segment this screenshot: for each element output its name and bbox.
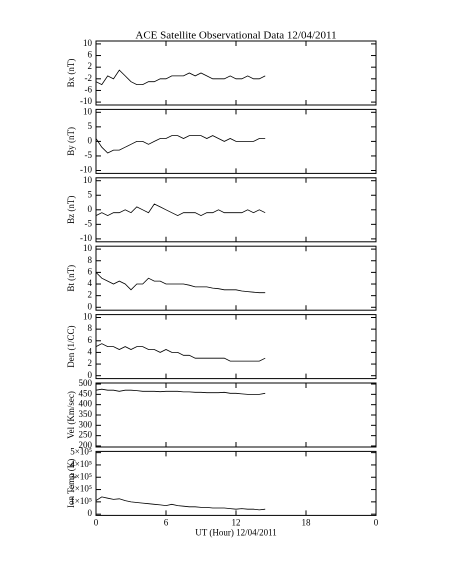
y-axis-label: Bz (nT) — [66, 196, 76, 224]
data-line — [95, 343, 266, 362]
y-tick-label: 200 — [79, 440, 93, 450]
panel-frame — [95, 177, 377, 243]
y-tick-label: 8 — [88, 323, 93, 333]
y-tick-label: -5 — [85, 218, 93, 228]
y-tick-label: 0 — [88, 301, 93, 311]
y-axis-label: Bx (nT) — [66, 59, 76, 88]
y-tick-label: 8 — [88, 255, 93, 265]
y-tick-label: 300 — [79, 419, 93, 429]
y-tick-label: 10 — [83, 175, 93, 185]
y-tick-label: -10 — [80, 233, 92, 243]
y-tick-label: 0 — [88, 204, 93, 214]
y-tick-label: -6 — [85, 85, 93, 95]
y-tick-label: 500 — [79, 378, 93, 388]
y-tick-label: 6 — [88, 266, 93, 276]
y-tick-label: 4 — [88, 346, 93, 356]
y-tick-label: 350 — [79, 409, 93, 419]
y-tick-label: 1×10⁵ — [70, 496, 92, 506]
data-line — [95, 203, 266, 217]
y-tick-label: 400 — [79, 399, 93, 409]
y-tick-label: 10 — [83, 312, 93, 322]
y-tick-label: 4 — [88, 278, 93, 288]
y-axis-label: Den (1/CC) — [66, 325, 76, 367]
y-tick-label: 0 — [88, 508, 93, 518]
x-tick-label: 0 — [374, 517, 379, 527]
y-tick-label: 6 — [88, 50, 93, 60]
x-tick-label: 18 — [302, 517, 312, 527]
y-tick-label: 2 — [88, 358, 93, 368]
y-axis-label: Bt (nT) — [66, 265, 76, 292]
y-tick-label: 2 — [88, 290, 93, 300]
x-tick-label: 0 — [94, 517, 99, 527]
y-tick-label: 6 — [88, 335, 93, 345]
y-tick-label: 5×10⁵ — [70, 447, 92, 457]
y-tick-label: 5 — [88, 189, 93, 199]
x-tick-label: 12 — [232, 517, 241, 527]
panel-frame — [95, 382, 377, 448]
y-axis-label: Vel (Km/sec) — [66, 391, 76, 439]
y-tick-label: -10 — [80, 165, 92, 175]
x-tick-label: 6 — [164, 517, 169, 527]
chart-title: ACE Satellite Observational Data 12/04/2… — [135, 30, 336, 42]
panel-frame — [95, 450, 377, 516]
y-tick-label: 3×10⁵ — [70, 471, 92, 481]
y-tick-label: -5 — [85, 150, 93, 160]
y-tick-label: 0 — [88, 135, 93, 145]
x-axis-label: UT (Hour) 12/04/2011 — [195, 527, 277, 537]
data-line — [95, 496, 266, 511]
y-tick-label: 4×10⁵ — [70, 459, 92, 469]
y-tick-label: 2 — [88, 61, 93, 71]
y-tick-label: 2×10⁵ — [70, 484, 92, 494]
panel-frame — [95, 40, 377, 106]
y-tick-label: 5 — [88, 121, 93, 131]
data-line — [95, 388, 266, 395]
y-axis-label: By (nT) — [66, 127, 76, 156]
y-tick-label: -10 — [80, 96, 92, 106]
y-tick-label: 0 — [88, 370, 93, 380]
data-line — [95, 135, 266, 154]
y-tick-label: 10 — [83, 38, 93, 48]
y-tick-label: 10 — [83, 106, 93, 116]
y-tick-label: 250 — [79, 430, 93, 440]
y-tick-label: -2 — [85, 73, 93, 83]
data-line — [95, 69, 266, 86]
panel-frame — [95, 245, 377, 311]
data-line — [95, 272, 266, 294]
y-tick-label: 450 — [79, 388, 93, 398]
y-axis-label: Ion Temp (K) — [66, 459, 76, 508]
y-tick-label: 10 — [83, 243, 93, 253]
